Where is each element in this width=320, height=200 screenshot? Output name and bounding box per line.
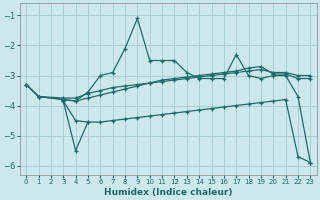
X-axis label: Humidex (Indice chaleur): Humidex (Indice chaleur): [104, 188, 233, 197]
